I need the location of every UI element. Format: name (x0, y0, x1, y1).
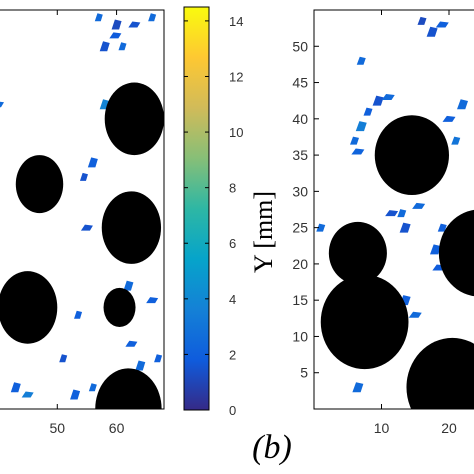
vorticity-patch (10, 382, 21, 393)
vorticity-patch (363, 107, 373, 116)
colorbar: 0 2 4 6 8 10 12 14 (183, 6, 243, 418)
vorticity-patch (109, 32, 122, 39)
vorticity-patch (451, 136, 461, 145)
panel-a: 50 60 (0, 9, 165, 436)
vorticity-patch (435, 21, 449, 28)
x-tick-label: 60 (109, 420, 125, 436)
y-tick-label: 50 (292, 38, 308, 54)
vorticity-patch (352, 382, 364, 393)
vorticity-patch (399, 222, 411, 233)
vorticity-patch (80, 224, 93, 231)
obstacle-circle (406, 337, 474, 409)
vorticity-patch (397, 209, 407, 218)
colorbar-tick-label: 6 (229, 236, 236, 251)
colorbar-gradient (183, 6, 210, 411)
vorticity-patch (148, 13, 157, 22)
vorticity-patch (372, 95, 384, 106)
obstacle-circle (438, 209, 474, 297)
vorticity-patch (70, 389, 81, 400)
x-tick-label: 10 (374, 420, 390, 436)
y-tick-label: 35 (292, 147, 308, 163)
vorticity-patch (457, 99, 468, 110)
colorbar-tick-label: 2 (229, 347, 236, 362)
vorticity-patch (381, 94, 395, 101)
colorbar-tick-label: 12 (229, 69, 243, 84)
vorticity-patch (430, 244, 441, 255)
colorbar-tick-label: 8 (229, 181, 236, 196)
vorticity-patch (356, 56, 366, 65)
y-tick-label: 30 (292, 183, 308, 199)
obstacle-circle (320, 274, 409, 370)
colorbar-tick-label: 4 (229, 292, 236, 307)
vorticity-patch (417, 16, 427, 25)
colorbar-tick-label: 14 (229, 14, 243, 29)
y-tick-label: 45 (292, 75, 308, 91)
y-tick-label: 40 (292, 111, 308, 127)
obstacle-circle (15, 155, 64, 214)
vorticity-patch (94, 13, 103, 22)
y-tick-label: 25 (292, 220, 308, 236)
vorticity-patch (437, 223, 447, 232)
obstacle-circle (103, 287, 136, 328)
vorticity-patch (385, 210, 399, 217)
vorticity-patch (88, 383, 97, 392)
obstacle-circle (328, 221, 387, 285)
vorticity-patch (99, 41, 110, 52)
vorticity-patch (426, 26, 438, 37)
vorticity-patch (135, 360, 146, 371)
vorticity-patch (355, 121, 367, 132)
y-tick-label: 10 (292, 328, 308, 344)
vorticity-patch (0, 101, 4, 108)
obstacle-circle (104, 82, 164, 156)
obstacle-circle (374, 115, 449, 195)
vorticity-patch (350, 136, 359, 145)
vorticity-patch (351, 148, 365, 155)
panel-b-label: (b) (252, 429, 292, 466)
vorticity-patch (79, 172, 88, 181)
vorticity-patch (123, 280, 134, 291)
vorticity-patch (128, 21, 141, 28)
vorticity-patch (442, 115, 456, 122)
obstacle-circle (95, 368, 162, 409)
x-tick-label: 20 (441, 420, 457, 436)
vorticity-patch (111, 19, 122, 30)
colorbar-tick-label: 0 (229, 403, 236, 418)
vorticity-patch (74, 310, 83, 319)
y-tick-label: 5 (300, 365, 308, 381)
vorticity-patch (125, 340, 138, 347)
vorticity-patch (118, 42, 127, 51)
vorticity-patch (146, 297, 159, 304)
panel-b: 10 20 5 10 15 20 25 30 35 40 45 50 Y [mm] (249, 9, 474, 436)
y-tick-label: 15 (292, 292, 308, 308)
vorticity-patch (154, 354, 163, 363)
colorbar-tick-label: 10 (229, 125, 243, 140)
obstacle-circle (101, 191, 162, 264)
vorticity-patch (87, 157, 98, 168)
vorticity-patch (21, 391, 34, 398)
obstacle-circle (0, 271, 58, 344)
y-tick-label: 20 (292, 256, 308, 272)
vorticity-patch (412, 202, 426, 209)
vorticity-patch (408, 311, 422, 318)
y-axis-label: Y [mm] (249, 191, 278, 273)
vorticity-patch (59, 354, 68, 363)
vorticity-patch (316, 223, 326, 232)
x-tick-label: 50 (49, 420, 65, 436)
